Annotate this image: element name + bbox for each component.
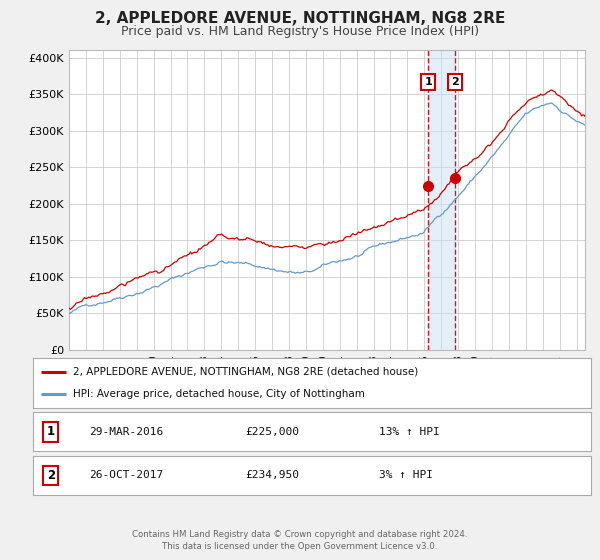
Text: 2: 2 bbox=[47, 469, 55, 482]
Text: 2: 2 bbox=[451, 77, 459, 87]
Bar bbox=[428, 50, 455, 350]
Text: 1: 1 bbox=[424, 77, 432, 87]
Text: 2, APPLEDORE AVENUE, NOTTINGHAM, NG8 2RE (detached house): 2, APPLEDORE AVENUE, NOTTINGHAM, NG8 2RE… bbox=[73, 367, 418, 377]
Text: Price paid vs. HM Land Registry's House Price Index (HPI): Price paid vs. HM Land Registry's House … bbox=[121, 25, 479, 38]
Text: £225,000: £225,000 bbox=[245, 427, 299, 437]
Text: £234,950: £234,950 bbox=[245, 470, 299, 480]
Text: Contains HM Land Registry data © Crown copyright and database right 2024.
This d: Contains HM Land Registry data © Crown c… bbox=[132, 530, 468, 551]
Text: HPI: Average price, detached house, City of Nottingham: HPI: Average price, detached house, City… bbox=[73, 389, 365, 399]
Text: 3% ↑ HPI: 3% ↑ HPI bbox=[379, 470, 433, 480]
Text: 26-OCT-2017: 26-OCT-2017 bbox=[89, 470, 163, 480]
Text: 1: 1 bbox=[47, 425, 55, 438]
Text: 13% ↑ HPI: 13% ↑ HPI bbox=[379, 427, 440, 437]
Text: 29-MAR-2016: 29-MAR-2016 bbox=[89, 427, 163, 437]
Text: 2, APPLEDORE AVENUE, NOTTINGHAM, NG8 2RE: 2, APPLEDORE AVENUE, NOTTINGHAM, NG8 2RE bbox=[95, 11, 505, 26]
